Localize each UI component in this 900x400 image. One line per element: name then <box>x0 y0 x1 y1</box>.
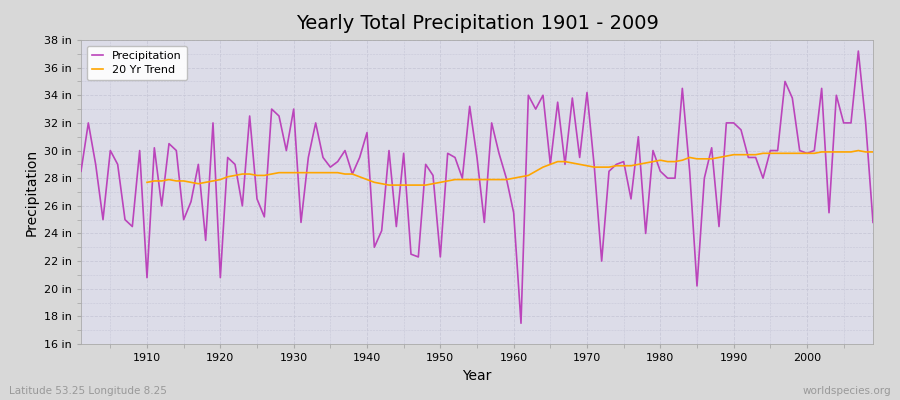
Line: Precipitation: Precipitation <box>81 51 873 323</box>
X-axis label: Year: Year <box>463 368 491 382</box>
20 Yr Trend <box>816 150 827 154</box>
Precipitation <box>604 169 615 174</box>
Precipitation <box>76 169 86 174</box>
20 Yr Trend <box>310 170 321 175</box>
Y-axis label: Precipitation: Precipitation <box>24 148 39 236</box>
Text: Latitude 53.25 Longitude 8.25: Latitude 53.25 Longitude 8.25 <box>9 386 166 396</box>
Precipitation <box>516 321 526 326</box>
Precipitation <box>134 148 145 153</box>
20 Yr Trend <box>853 148 864 153</box>
Title: Yearly Total Precipitation 1901 - 2009: Yearly Total Precipitation 1901 - 2009 <box>295 14 659 33</box>
Precipitation <box>295 220 306 225</box>
Precipitation <box>853 49 864 54</box>
20 Yr Trend <box>523 173 534 178</box>
20 Yr Trend <box>141 180 152 185</box>
Line: 20 Yr Trend: 20 Yr Trend <box>147 150 873 185</box>
20 Yr Trend <box>868 150 878 154</box>
20 Yr Trend <box>838 150 849 154</box>
20 Yr Trend <box>281 170 292 175</box>
Precipitation <box>339 148 350 153</box>
20 Yr Trend <box>581 163 592 168</box>
Text: worldspecies.org: worldspecies.org <box>803 386 891 396</box>
Precipitation <box>868 220 878 225</box>
Precipitation <box>501 176 512 180</box>
Legend: Precipitation, 20 Yr Trend: Precipitation, 20 Yr Trend <box>86 46 187 80</box>
Precipitation <box>508 210 519 215</box>
20 Yr Trend <box>383 183 394 188</box>
